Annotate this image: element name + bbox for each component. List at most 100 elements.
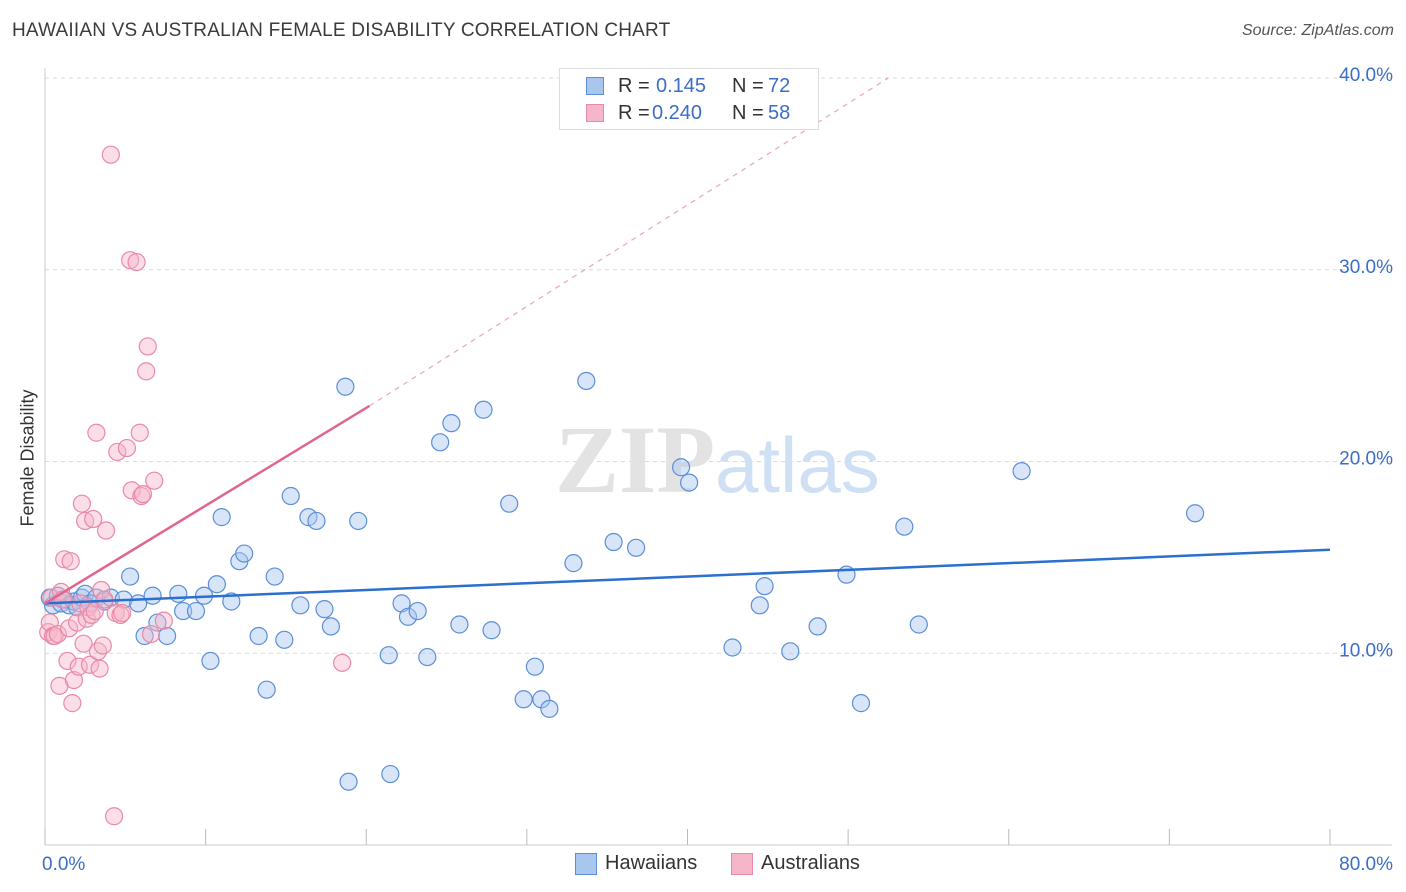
axes [44, 68, 1392, 846]
hawaiian-point [418, 647, 437, 667]
hawaiian-point [398, 607, 418, 626]
australian-point [121, 251, 140, 270]
hawaiian-point [249, 626, 268, 646]
australian-point [92, 580, 111, 600]
hawaiian-point [474, 400, 493, 419]
legend-n-value: 72 [768, 75, 791, 97]
hawaiian-point [307, 511, 326, 531]
hawaiian-point [680, 473, 699, 492]
legend-n-label: N = [732, 75, 764, 97]
australian-point [333, 653, 352, 672]
x-tick-label: 0.0% [42, 854, 85, 875]
hawaiian-point [275, 630, 294, 649]
hawaiian-point [148, 613, 167, 632]
legend-r-label: R = [618, 75, 650, 97]
australian-point [84, 509, 103, 529]
hawaiian-point [604, 532, 623, 552]
hawaiian-point [265, 567, 284, 586]
hawaiian-point [895, 517, 914, 536]
trend-lines [44, 77, 1331, 605]
x-tick-label: 80.0% [1339, 854, 1393, 875]
hawaiian-point [121, 567, 140, 586]
hawaiian-point [174, 601, 193, 621]
hawaiian-point [235, 544, 254, 563]
hawaiian-point [909, 615, 928, 634]
australian-point [101, 145, 120, 164]
australian-point [48, 624, 67, 644]
australian-trend-line [44, 404, 371, 605]
legend-r-label: R = [618, 102, 650, 124]
hawaiian-point [577, 371, 596, 391]
australian-trend-extension [369, 77, 889, 407]
australian-point [61, 552, 80, 571]
australian-point [138, 337, 157, 356]
hawaiian-point [671, 458, 691, 477]
hawaiian-point [157, 626, 177, 646]
watermark-atlas: atlas [715, 421, 880, 509]
grid-lines [45, 77, 1392, 654]
hawaiian-point [257, 680, 276, 699]
hawaiian-point [186, 601, 206, 621]
australian-point [90, 659, 109, 678]
bottom-legend-swatch-pink [731, 853, 753, 875]
hawaiian-point [281, 486, 300, 506]
legend: R = 0.145 N = 72 R = 0.240 N = 58 [559, 68, 819, 130]
bottom-legend-label: Hawaiians [605, 852, 698, 874]
legend-swatch-pink [586, 104, 604, 122]
hawaiian-point [336, 377, 355, 396]
chart-title: HAWAIIAN VS AUSTRALIAN FEMALE DISABILITY… [12, 20, 671, 41]
hawaiian-point [143, 586, 162, 605]
hawaiian-point [750, 596, 769, 615]
y-tick-label: 10.0% [1339, 640, 1393, 661]
hawaiian-point [482, 621, 501, 640]
hawaiian-point [207, 575, 226, 594]
watermark-zip: ZIP [555, 406, 715, 513]
australian-point [45, 626, 64, 646]
australian-point [87, 423, 106, 442]
hawaiian-point [442, 414, 461, 433]
hawaiian-point [431, 433, 450, 452]
hawaiian-point [349, 511, 368, 531]
australian-point [69, 657, 88, 676]
hawaiian-point [851, 694, 871, 713]
tick-labels: 10.0% 20.0% 30.0% 40.0% 0.0% 80.0% [42, 65, 1393, 875]
australian-point [63, 694, 82, 713]
legend-n-value: 58 [768, 102, 791, 124]
hawaiian-point [525, 657, 545, 676]
chart-source: Source: ZipAtlas.com [1241, 22, 1394, 39]
australian-point [154, 611, 173, 630]
australian-point [72, 494, 92, 513]
hawaiian-point [169, 584, 188, 603]
australian-point [80, 655, 100, 674]
australian-point [64, 670, 84, 690]
hawaiian-point [500, 494, 519, 513]
hawaiian-point [291, 596, 310, 615]
hawaiian-point [723, 638, 742, 657]
australian-point [141, 624, 161, 644]
legend-r-value: 0.240 [652, 102, 703, 124]
hawaiian-point [540, 699, 559, 718]
legend-swatch-blue [586, 77, 604, 95]
australian-point [130, 423, 149, 442]
australian-point [145, 471, 164, 490]
hawaiian-point [808, 617, 827, 636]
legend-r-value: 0.145 [656, 75, 707, 97]
hawaiian-point [381, 764, 400, 784]
australian-point [108, 442, 127, 462]
hawaiian-point [755, 577, 774, 596]
hawaiian-point [514, 690, 533, 709]
hawaiian-point [321, 617, 341, 636]
australian-point [55, 550, 74, 569]
y-tick-label: 20.0% [1339, 449, 1393, 470]
bottom-legend: Hawaiians Australians [0, 851, 1406, 877]
hawaiian-trend-line [44, 548, 1331, 605]
hawaiian-point [315, 600, 334, 619]
y-tick-label: 40.0% [1339, 65, 1393, 86]
y-tick-label: 30.0% [1339, 257, 1393, 278]
hawaiian-point [135, 626, 154, 646]
australian-point [58, 651, 77, 671]
australian-point [112, 603, 132, 623]
hawaiian-point [408, 601, 427, 621]
australian-point [96, 521, 116, 540]
